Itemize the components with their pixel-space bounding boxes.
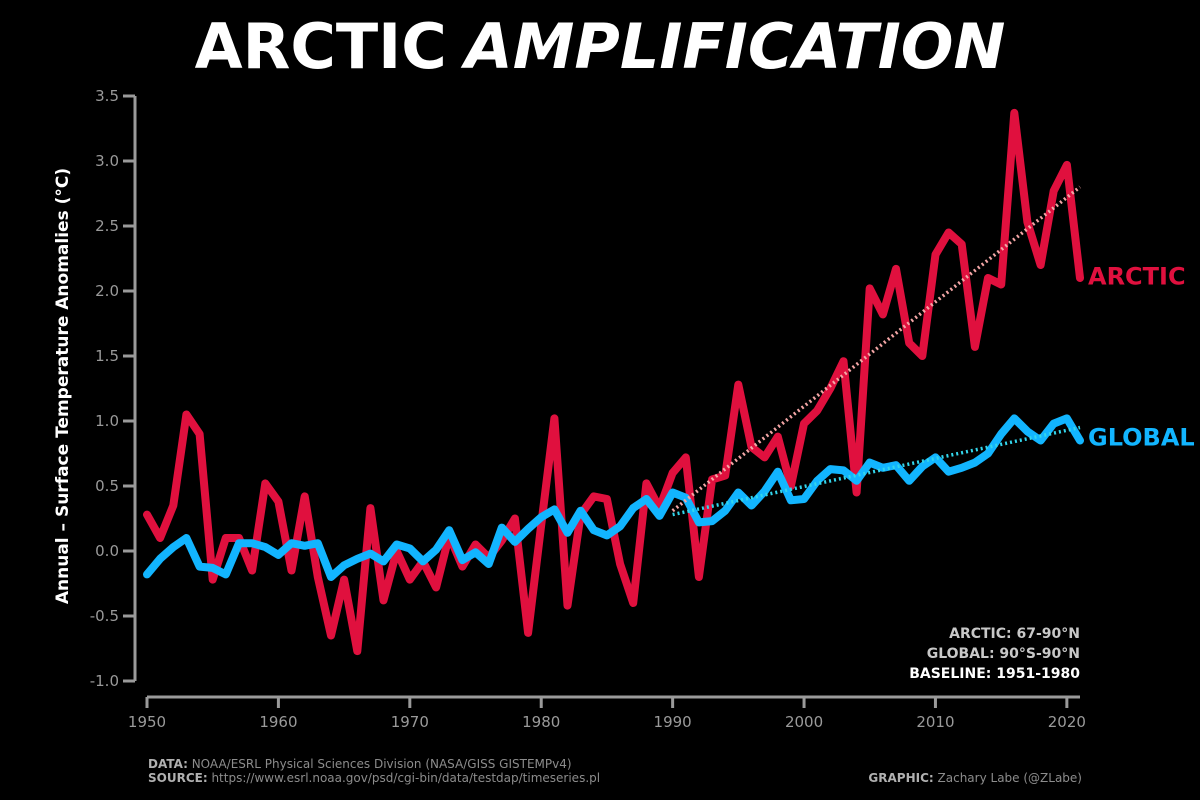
footer: DATA: NOAA/ESRL Physical Sciences Divisi… (148, 757, 1082, 785)
x-tick-label: 1950 (128, 713, 166, 731)
y-tick-label: -0.5 (90, 607, 119, 625)
y-tick-label: 0.5 (95, 477, 119, 495)
axes (123, 94, 1080, 708)
series-line-global (143, 414, 1084, 581)
x-tick-label: 2010 (916, 713, 954, 731)
footer-data-text: NOAA/ESRL Physical Sciences Division (NA… (188, 757, 572, 771)
series-label-arctic: ARCTIC (1088, 262, 1186, 290)
y-axis-label: Annual – Surface Temperature Anomalies (… (53, 168, 73, 604)
x-tick-label: 1990 (654, 713, 692, 731)
footer-source-text: https://www.esrl.noaa.gov/psd/cgi-bin/da… (208, 771, 600, 785)
x-tick-label: 1970 (391, 713, 429, 731)
chart-title: ARCTIC AMPLIFICATION (195, 10, 1006, 83)
footer-source-line: SOURCE: https://www.esrl.noaa.gov/psd/cg… (148, 771, 600, 785)
y-tick-label: 2.0 (95, 282, 119, 300)
series-lines (143, 108, 1084, 656)
trend-lines (671, 185, 1082, 517)
x-tick-label: 1960 (259, 713, 297, 731)
y-tick-label: 1.5 (95, 347, 119, 365)
y-tick-label: 0.0 (95, 542, 119, 560)
y-tick-label: 3.5 (95, 87, 119, 105)
annotation-arctic-region: ARCTIC: 67-90°N (949, 626, 1080, 642)
footer-graphic-text: Zachary Labe (@ZLabe) (934, 771, 1082, 785)
annotation-baseline: BASELINE: 1951-1980 (909, 666, 1080, 682)
x-tick-label: 1980 (522, 713, 560, 731)
series-line-arctic (143, 108, 1084, 656)
footer-graphic-label: GRAPHIC: (868, 771, 933, 785)
annotation-global-region: GLOBAL: 90°S-90°N (927, 646, 1080, 662)
info-box: ARCTIC: 67-90°N GLOBAL: 90°S-90°N BASELI… (909, 626, 1080, 682)
x-tick-label: 2020 (1048, 713, 1086, 731)
trend-line-arctic (671, 185, 1082, 513)
y-tick-label: 3.0 (95, 152, 119, 170)
series-labels: ARCTIC GLOBAL (1088, 262, 1195, 451)
footer-data-line: DATA: NOAA/ESRL Physical Sciences Divisi… (148, 757, 572, 771)
footer-source-label: SOURCE: (148, 771, 208, 785)
tick-labels: -1.0 -0.5 0.0 0.5 1.0 1.5 2.0 2.5 3.0 3.5 1950 1960… (90, 87, 1086, 731)
y-tick-label: -1.0 (90, 672, 119, 690)
footer-data-label: DATA: (148, 757, 188, 771)
y-tick-label: 1.0 (95, 412, 119, 430)
footer-graphic-line: GRAPHIC: Zachary Labe (@ZLabe) (868, 771, 1082, 785)
chart-title-part1: ARCTIC (195, 10, 447, 83)
x-tick-label: 2000 (785, 713, 823, 731)
y-tick-label: 2.5 (95, 217, 119, 235)
series-label-global: GLOBAL (1088, 424, 1195, 452)
chart-title-part2: AMPLIFICATION (460, 10, 1006, 83)
